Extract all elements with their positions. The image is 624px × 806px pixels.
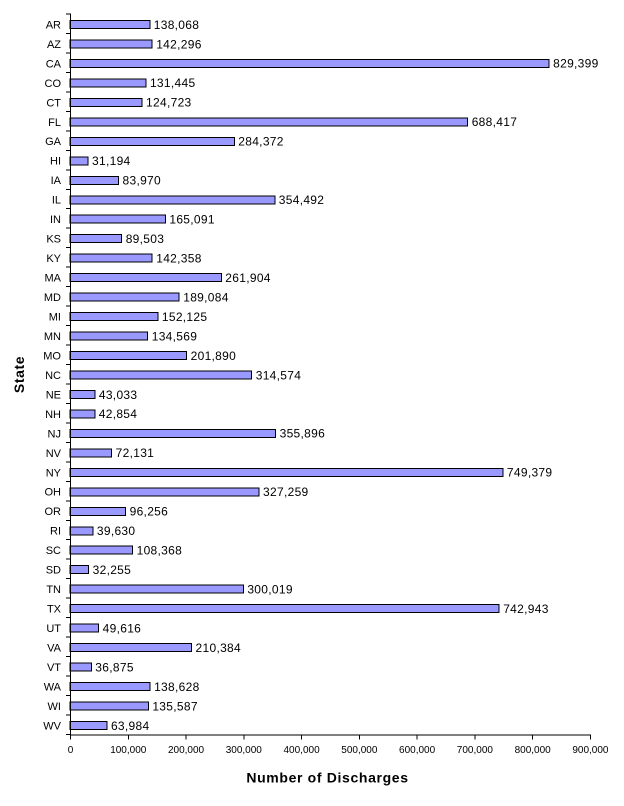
svg-text:134,569: 134,569 — [152, 329, 198, 343]
svg-text:142,358: 142,358 — [156, 251, 202, 265]
svg-text:400,000: 400,000 — [284, 745, 321, 756]
svg-text:FL: FL — [48, 117, 61, 129]
svg-text:96,256: 96,256 — [130, 505, 169, 519]
svg-text:NH: NH — [45, 409, 61, 421]
svg-text:83,970: 83,970 — [123, 174, 162, 188]
svg-text:OH: OH — [45, 487, 62, 499]
svg-text:800,000: 800,000 — [515, 745, 552, 756]
svg-text:IA: IA — [51, 175, 62, 187]
svg-text:200,000: 200,000 — [168, 745, 205, 756]
svg-text:300,000: 300,000 — [226, 745, 263, 756]
svg-text:GA: GA — [45, 136, 62, 148]
svg-text:829,399: 829,399 — [553, 57, 599, 71]
svg-text:CA: CA — [46, 58, 62, 70]
svg-text:Number of Discharges: Number of Discharges — [246, 770, 408, 786]
svg-text:165,091: 165,091 — [169, 213, 215, 227]
svg-text:State: State — [11, 356, 27, 393]
svg-text:355,896: 355,896 — [280, 427, 326, 441]
svg-text:131,445: 131,445 — [150, 76, 196, 90]
svg-text:43,033: 43,033 — [99, 388, 138, 402]
svg-text:WI: WI — [48, 701, 61, 713]
svg-text:142,296: 142,296 — [156, 37, 202, 51]
svg-text:327,259: 327,259 — [263, 485, 309, 499]
svg-text:100,000: 100,000 — [110, 745, 147, 756]
svg-text:900,000: 900,000 — [572, 745, 609, 756]
svg-text:TN: TN — [46, 584, 61, 596]
svg-text:KY: KY — [46, 253, 61, 265]
svg-text:700,000: 700,000 — [457, 745, 494, 756]
svg-text:HI: HI — [50, 156, 61, 168]
svg-text:72,131: 72,131 — [116, 446, 155, 460]
svg-text:63,984: 63,984 — [111, 719, 150, 733]
svg-text:AZ: AZ — [47, 39, 61, 51]
svg-text:NE: NE — [46, 389, 61, 401]
svg-text:31,194: 31,194 — [92, 154, 131, 168]
svg-text:VA: VA — [47, 643, 62, 655]
svg-text:36,875: 36,875 — [95, 660, 134, 674]
svg-text:210,384: 210,384 — [196, 641, 242, 655]
svg-text:MN: MN — [44, 331, 61, 343]
svg-text:152,125: 152,125 — [162, 310, 208, 324]
svg-text:MA: MA — [45, 273, 62, 285]
svg-text:TX: TX — [47, 604, 62, 616]
svg-text:MI: MI — [49, 311, 61, 323]
svg-text:688,417: 688,417 — [472, 115, 518, 129]
svg-text:189,084: 189,084 — [183, 290, 229, 304]
svg-text:NY: NY — [46, 467, 62, 479]
svg-text:201,890: 201,890 — [191, 349, 237, 363]
svg-text:600,000: 600,000 — [399, 745, 436, 756]
svg-text:SC: SC — [46, 545, 61, 557]
svg-text:261,904: 261,904 — [225, 271, 271, 285]
svg-text:NJ: NJ — [48, 428, 61, 440]
svg-text:0: 0 — [68, 745, 74, 756]
svg-text:124,723: 124,723 — [146, 96, 192, 110]
svg-text:SD: SD — [46, 565, 61, 577]
svg-text:IN: IN — [50, 214, 61, 226]
svg-text:IL: IL — [52, 195, 61, 207]
svg-text:CO: CO — [45, 78, 62, 90]
svg-text:WV: WV — [43, 720, 61, 732]
svg-text:AR: AR — [46, 19, 61, 31]
svg-text:KS: KS — [46, 234, 61, 246]
svg-text:138,628: 138,628 — [154, 680, 200, 694]
svg-text:138,068: 138,068 — [154, 18, 200, 32]
svg-text:CT: CT — [46, 97, 61, 109]
svg-text:NV: NV — [46, 448, 62, 460]
svg-text:MD: MD — [44, 292, 61, 304]
svg-text:49,616: 49,616 — [103, 621, 142, 635]
svg-text:89,503: 89,503 — [126, 232, 165, 246]
svg-text:MO: MO — [43, 350, 61, 362]
svg-text:354,492: 354,492 — [279, 193, 325, 207]
svg-text:RI: RI — [50, 526, 61, 538]
svg-text:39,630: 39,630 — [97, 524, 136, 538]
svg-text:108,368: 108,368 — [137, 544, 183, 558]
svg-text:WA: WA — [44, 681, 62, 693]
svg-text:42,854: 42,854 — [99, 407, 138, 421]
svg-text:314,574: 314,574 — [256, 368, 302, 382]
svg-text:742,943: 742,943 — [503, 602, 549, 616]
svg-text:300,019: 300,019 — [247, 582, 293, 596]
svg-text:NC: NC — [45, 370, 61, 382]
svg-text:UT: UT — [46, 623, 61, 635]
svg-text:32,255: 32,255 — [93, 563, 132, 577]
svg-text:135,587: 135,587 — [152, 699, 198, 713]
svg-text:284,372: 284,372 — [238, 135, 284, 149]
svg-text:500,000: 500,000 — [341, 745, 378, 756]
svg-text:749,379: 749,379 — [507, 466, 553, 480]
svg-text:OR: OR — [45, 506, 62, 518]
svg-text:VT: VT — [47, 662, 61, 674]
